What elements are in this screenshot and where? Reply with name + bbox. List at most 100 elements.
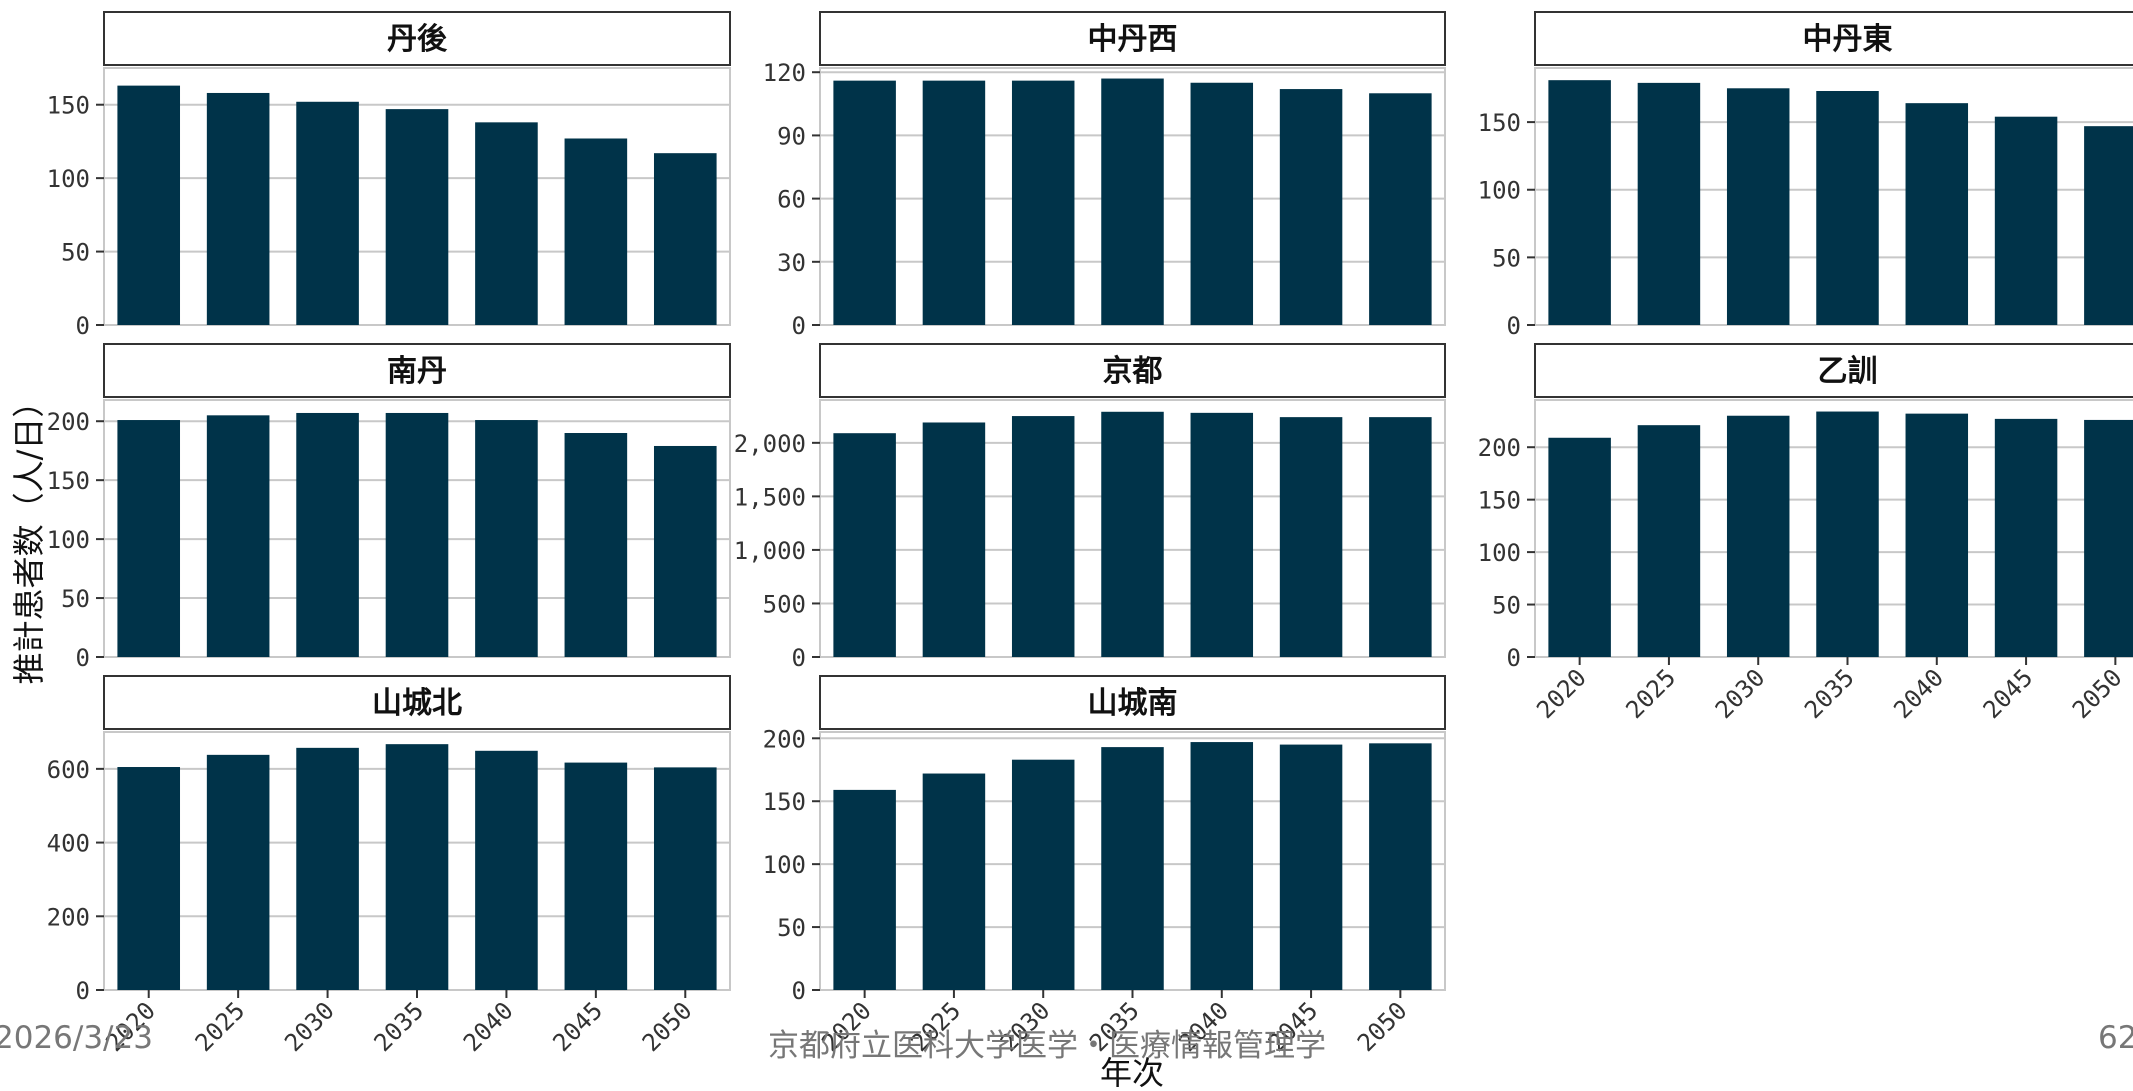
bar <box>1637 425 1701 657</box>
y-tick-label: 150 <box>1478 109 1521 137</box>
bar <box>922 773 986 990</box>
facet-strip <box>1534 343 2133 398</box>
x-tick-label: 2050 <box>637 996 698 1057</box>
y-tick-label: 150 <box>763 788 806 816</box>
bar <box>653 153 717 325</box>
bar <box>2084 419 2133 657</box>
bar <box>653 445 717 657</box>
bar <box>296 747 359 990</box>
y-tick-label: 0 <box>76 312 90 340</box>
y-tick-label: 150 <box>47 467 90 495</box>
y-tick-label: 1,500 <box>734 483 806 511</box>
facet-title: 中丹西 <box>1088 22 1178 57</box>
bar <box>922 422 986 657</box>
y-tick-label: 0 <box>76 644 90 672</box>
x-tick-label: 2045 <box>1978 663 2039 724</box>
facet-strip <box>819 675 1446 730</box>
y-tick-label: 60 <box>777 186 806 214</box>
bar <box>475 122 538 325</box>
bar <box>1101 747 1164 990</box>
y-tick-label: 2,000 <box>734 430 806 458</box>
bar <box>1011 80 1075 325</box>
x-tick-label: 2025 <box>1621 663 1682 724</box>
y-tick-label: 50 <box>61 239 90 267</box>
bar <box>922 80 986 325</box>
y-tick-label: 200 <box>1478 434 1521 462</box>
bar <box>117 767 181 990</box>
x-tick-label: 2040 <box>458 996 519 1057</box>
facet-title: 中丹東 <box>1803 22 1893 57</box>
facet-strip <box>103 675 731 730</box>
y-tick-label: 600 <box>47 756 90 784</box>
bar <box>1101 411 1164 657</box>
bar <box>1726 88 1790 325</box>
y-tick-label: 500 <box>763 590 806 618</box>
facet-strip <box>103 343 731 398</box>
y-tick-label: 1,000 <box>734 537 806 565</box>
x-tick-label: 2040 <box>1888 663 1949 724</box>
footer-page-number: 62 <box>2098 1020 2133 1056</box>
x-tick-label: 2045 <box>547 996 608 1057</box>
x-tick-label: 2020 <box>1531 663 1592 724</box>
bar <box>1279 744 1343 990</box>
bar <box>296 412 359 657</box>
bar <box>1994 116 2058 326</box>
bar <box>2084 126 2133 326</box>
y-tick-label: 150 <box>1478 487 1521 515</box>
facet-title: 乙訓 <box>1818 354 1878 389</box>
bar <box>1279 89 1343 325</box>
bar <box>1548 437 1611 657</box>
bar <box>1994 418 2058 657</box>
footer-organization: 京都府立医科大学医学・医療情報管理学 <box>768 1028 1326 1064</box>
bar <box>564 762 628 990</box>
y-tick-label: 0 <box>1507 644 1521 672</box>
bar <box>206 415 270 657</box>
x-tick-label: 2050 <box>1352 996 1413 1057</box>
bar <box>117 85 181 325</box>
facet-strip <box>103 11 731 66</box>
y-tick-label: 0 <box>792 977 806 1005</box>
bar <box>1637 82 1701 326</box>
y-tick-label: 100 <box>1478 539 1521 567</box>
bar <box>1369 743 1432 990</box>
y-tick-label: 120 <box>763 59 806 87</box>
x-tick-label: 2035 <box>1799 663 1860 724</box>
bar <box>1190 82 1254 325</box>
facet-title: 南丹 <box>387 354 447 389</box>
footer-date: 2026/3/23 <box>0 1020 153 1056</box>
bar <box>1279 417 1343 657</box>
bar <box>206 754 270 990</box>
x-tick-label: 2025 <box>190 996 251 1057</box>
y-axis-title: 推計患者数（人/日） <box>10 386 48 685</box>
bar <box>1369 93 1432 325</box>
bar <box>117 420 181 657</box>
bar <box>385 412 449 657</box>
bar <box>833 789 896 990</box>
y-tick-label: 50 <box>1492 592 1521 620</box>
facet-title: 丹後 <box>387 22 448 57</box>
y-tick-label: 50 <box>61 585 90 613</box>
y-tick-label: 100 <box>1478 177 1521 205</box>
bar <box>1101 78 1164 326</box>
bar <box>833 433 896 657</box>
x-tick-label: 2030 <box>279 996 340 1057</box>
y-tick-label: 100 <box>47 526 90 554</box>
bar <box>1548 80 1611 326</box>
bar <box>385 109 449 326</box>
y-tick-label: 200 <box>47 903 90 931</box>
y-tick-label: 30 <box>777 249 806 277</box>
bar <box>475 750 538 990</box>
y-tick-label: 150 <box>47 92 90 120</box>
facet-title: 山城北 <box>372 686 462 721</box>
y-tick-label: 100 <box>47 165 90 193</box>
x-tick-label: 2050 <box>2067 663 2128 724</box>
bar <box>1905 413 1969 657</box>
bar <box>475 420 538 657</box>
bar <box>1816 90 1879 325</box>
facet-strip <box>819 343 1446 398</box>
x-tick-label: 2035 <box>369 996 430 1057</box>
bar <box>653 767 717 990</box>
y-tick-label: 200 <box>763 725 806 753</box>
y-tick-label: 0 <box>76 977 90 1005</box>
